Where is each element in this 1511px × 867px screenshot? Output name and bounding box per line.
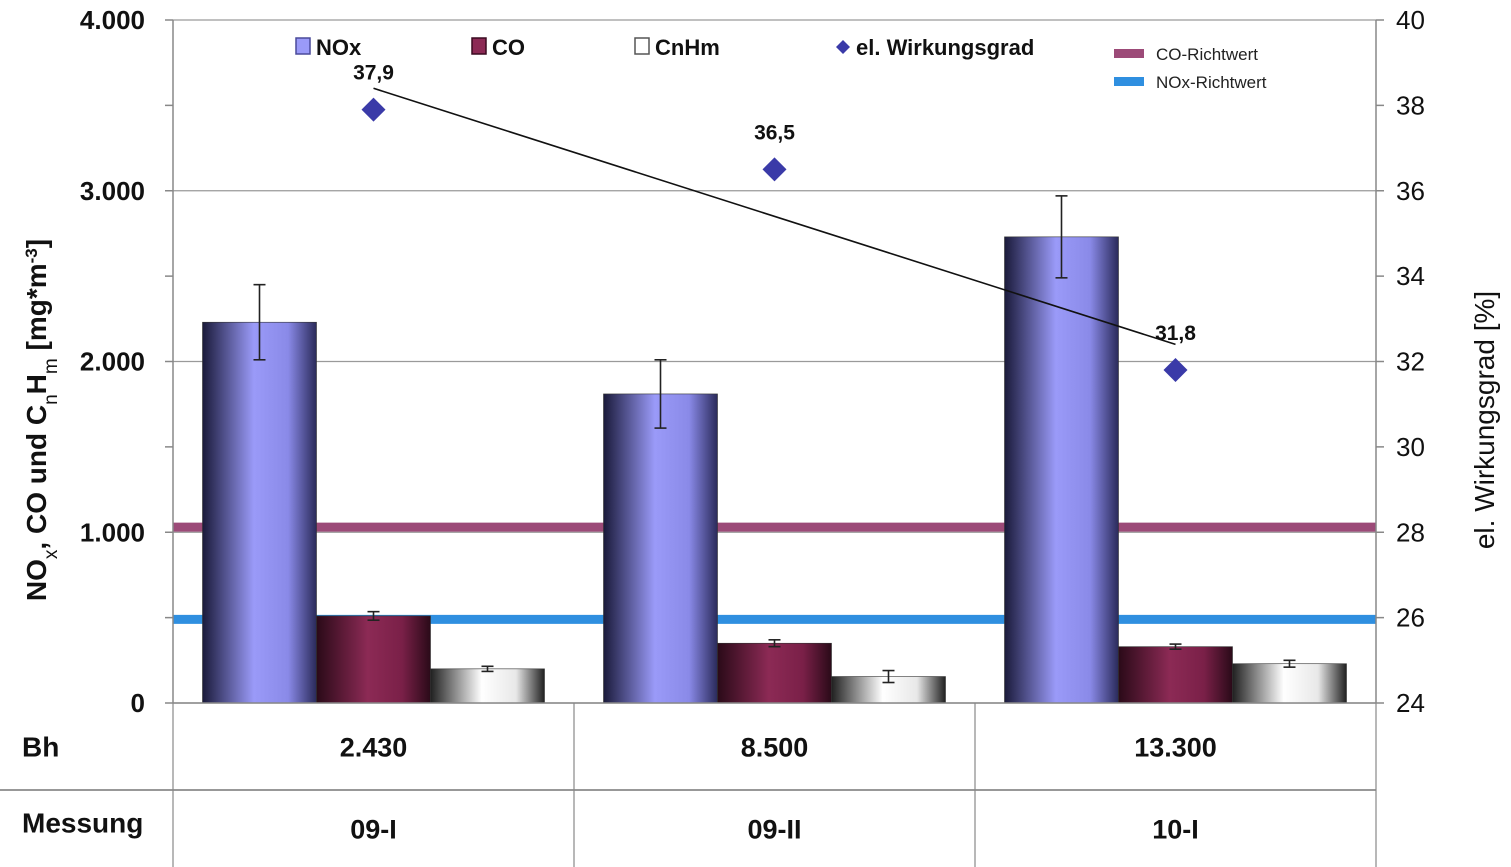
y-axis-label: NOx, CO und CnHm [mg*m-3] xyxy=(21,239,62,601)
bar-cnhm xyxy=(430,668,545,704)
y2-tick-label: 24 xyxy=(1396,688,1425,718)
y2-tick-label: 38 xyxy=(1396,90,1425,120)
table-cell: 09-II xyxy=(747,815,801,845)
legend-label: NOx-Richtwert xyxy=(1156,73,1267,92)
efficiency-point xyxy=(361,97,386,122)
table-cell: 13.300 xyxy=(1134,733,1217,763)
legend-label: CnHm xyxy=(655,35,720,60)
legend-label: el. Wirkungsgrad xyxy=(856,35,1034,60)
legend-label: CO-Richtwert xyxy=(1156,45,1258,64)
legend-swatch xyxy=(836,40,850,54)
y-tick-label: 4.000 xyxy=(80,5,145,35)
axes: 0 1.000 2.000 3.000 4.000 24 26 28 30 32 34 36 38 40 xyxy=(80,5,1425,718)
y-tick-label: 0 xyxy=(131,688,145,718)
efficiency-points: 37,9 36,5 31,8 xyxy=(353,62,1196,383)
y-tick-label: 3.000 xyxy=(80,176,145,206)
trend-line xyxy=(373,87,1176,346)
y-tick-label: 1.000 xyxy=(80,517,145,547)
y2-tick-label: 36 xyxy=(1396,176,1425,206)
legend-label: CO xyxy=(492,35,525,60)
legend-swatch xyxy=(295,37,311,55)
legend: NOx CO CnHm el. Wirkungsgrad CO-Richtwert NOx… xyxy=(295,35,1267,92)
bar-co xyxy=(717,642,832,704)
legend-swatch xyxy=(471,37,487,55)
y2-tick-label: 32 xyxy=(1396,347,1425,377)
table-row-header: Messung xyxy=(22,808,143,839)
y2-tick-label: 28 xyxy=(1396,517,1425,547)
bar-co xyxy=(316,615,431,704)
efficiency-trendline xyxy=(373,87,1176,346)
reference-lines xyxy=(173,522,1376,624)
y2-tick-label: 40 xyxy=(1396,5,1425,35)
bar-nox xyxy=(603,393,718,704)
efficiency-point xyxy=(762,157,787,182)
y2-tick-label: 26 xyxy=(1396,603,1425,633)
efficiency-data-label: 31,8 xyxy=(1155,322,1196,345)
legend-swatch xyxy=(1114,77,1144,86)
table-cell: 2.430 xyxy=(340,733,408,763)
bar-nox xyxy=(1004,236,1119,704)
y-tick-label: 2.000 xyxy=(80,347,145,377)
y2-tick-label: 30 xyxy=(1396,432,1425,462)
table-cell: 09-I xyxy=(350,815,397,845)
bar-co xyxy=(1118,646,1233,704)
bar-nox xyxy=(202,321,317,704)
legend-swatch xyxy=(1114,49,1144,58)
table-cell: 10-I xyxy=(1152,815,1199,845)
error-bars xyxy=(253,195,1296,684)
legend-swatch xyxy=(634,37,650,55)
efficiency-data-label: 36,5 xyxy=(754,121,795,144)
bar-cnhm xyxy=(1232,663,1347,704)
efficiency-data-label: 37,9 xyxy=(353,62,394,85)
bars xyxy=(202,236,1347,704)
category-table: Bh 2.430 8.500 13.300 Messung 09-I 09-II 10-I xyxy=(0,703,1377,867)
efficiency-point xyxy=(1163,358,1188,383)
y2-tick-label: 34 xyxy=(1396,261,1425,291)
table-cell: 8.500 xyxy=(741,733,809,763)
y2-axis-label: el. Wirkungsgrad [%] xyxy=(1469,291,1500,549)
legend-label: NOx xyxy=(316,35,362,60)
table-row-header: Bh xyxy=(22,732,59,763)
